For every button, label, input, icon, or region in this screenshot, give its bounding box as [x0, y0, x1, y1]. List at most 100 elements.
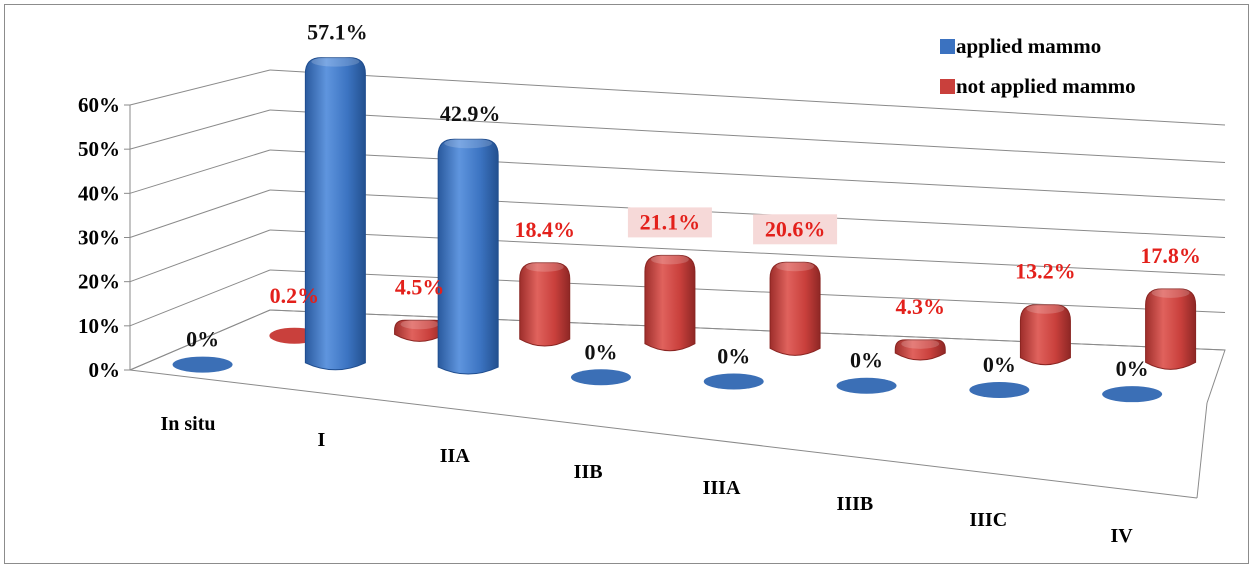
gridlines — [124, 69, 1226, 499]
bar-applied — [437, 138, 499, 375]
bar-applied-disc — [172, 356, 233, 373]
bar-not-applied-highlight — [776, 261, 815, 272]
data-label-applied: 57.1% — [307, 20, 368, 45]
legend: applied mammo not applied mammo — [940, 34, 1136, 98]
legend-item-applied: applied mammo — [940, 34, 1101, 58]
gridline-side — [129, 189, 271, 238]
data-label-applied: 42.9% — [440, 101, 501, 126]
floor-front-edge — [1196, 402, 1208, 499]
y-tick-label: 0% — [89, 358, 121, 382]
gridline-side — [129, 229, 271, 283]
bar-not-applied-body — [1145, 288, 1197, 370]
category-label: IV — [1111, 525, 1134, 547]
data-label-highlight-bg — [627, 207, 712, 238]
data-label-not-applied: 4.5% — [395, 274, 445, 299]
bar-not-applied-body — [894, 339, 946, 361]
bar-applied-highlight — [311, 56, 360, 67]
bar-not-applied — [519, 261, 571, 347]
data-label-not-applied: 21.1% — [640, 209, 701, 234]
y-tick-label: 20% — [78, 270, 120, 294]
category-label: IIA — [440, 445, 471, 467]
chart-frame: 0% 10% 20% 30% 40% 50% 60% 0% 0.2% 57.1% 4.5% 42.9… — [4, 4, 1249, 564]
gridline — [269, 69, 1226, 126]
gridline-side — [129, 309, 271, 371]
bar-applied — [836, 377, 897, 394]
bar-not-applied — [1145, 287, 1197, 370]
bar-not-applied-highlight — [1151, 287, 1190, 298]
bar-not-applied — [1019, 303, 1071, 366]
category-label: IIIB — [837, 493, 874, 515]
category-label: I — [317, 429, 325, 451]
bar-applied-disc — [836, 377, 897, 394]
gridline-side — [129, 69, 271, 106]
data-label-not-applied: 0.2% — [270, 283, 320, 308]
gridline-side — [129, 269, 271, 327]
y-tick-label: 10% — [78, 314, 120, 338]
bar-applied-body — [437, 138, 499, 375]
legend-swatch-applied — [940, 39, 955, 54]
bar-applied-body — [304, 57, 366, 371]
bar-applied-highlight — [444, 138, 493, 149]
floor-front-line — [129, 369, 1198, 499]
bar-not-applied-highlight — [400, 319, 439, 330]
data-label-applied: 0% — [983, 352, 1016, 377]
bar-applied — [703, 373, 764, 390]
bar-chart-3d: 0% 10% 20% 30% 40% 50% 60% 0% 0.2% 57.1% 4.5% 42.9… — [78, 20, 1226, 547]
data-label-applied: 0% — [717, 343, 750, 368]
bar-not-applied-body — [769, 261, 821, 356]
y-axis-ticks: 0% 10% 20% 30% 40% 50% 60% — [78, 93, 120, 382]
bar-not-applied-body — [1019, 304, 1071, 366]
gridline-side — [129, 149, 271, 194]
data-labels: 0% 0.2% 57.1% 4.5% 42.9% 18.4% 0% 21.1% 0% 20.6% 0… — [186, 20, 1201, 382]
bars — [172, 56, 1197, 403]
data-label-applied: 0% — [1116, 356, 1149, 381]
data-label-not-applied: 18.4% — [514, 217, 575, 242]
data-label-not-applied: 13.2% — [1015, 259, 1076, 284]
bar-not-applied-highlight — [650, 254, 689, 265]
y-tick-label: 60% — [78, 93, 120, 117]
y-tick-label: 40% — [78, 181, 120, 205]
data-label-not-applied: 4.3% — [896, 294, 946, 319]
data-label-applied: 0% — [850, 348, 883, 373]
legend-item-not-applied: not applied mammo — [940, 74, 1136, 98]
legend-label-applied: applied mammo — [956, 34, 1101, 58]
data-label-not-applied: 17.8% — [1140, 243, 1201, 268]
bar-applied-disc — [570, 369, 631, 386]
gridline — [269, 229, 1226, 276]
category-label: IIIA — [703, 477, 741, 499]
legend-label-not-applied: not applied mammo — [956, 74, 1136, 98]
gridline — [269, 109, 1226, 163]
bar-applied-disc — [1102, 386, 1163, 403]
bar-not-applied-highlight — [525, 261, 564, 272]
bar-applied — [570, 369, 631, 386]
category-label: IIB — [574, 461, 603, 483]
bar-applied — [1102, 386, 1163, 403]
data-label-applied: 0% — [186, 327, 219, 352]
bar-not-applied-highlight — [1026, 303, 1065, 314]
bar-not-applied — [394, 319, 446, 342]
bar-applied-disc — [703, 373, 764, 390]
category-label: In situ — [160, 413, 215, 435]
gridline — [269, 189, 1226, 238]
y-tick-label: 30% — [78, 226, 120, 250]
category-label: IIIC — [969, 509, 1007, 531]
data-label-highlight-bg — [753, 214, 838, 245]
gridline — [269, 269, 1226, 313]
legend-swatch-not-applied — [940, 79, 955, 94]
data-label-applied: 0% — [584, 339, 617, 364]
bar-applied — [969, 381, 1030, 398]
bar-applied — [304, 56, 366, 371]
data-label-not-applied: 20.6% — [765, 216, 826, 241]
bar-not-applied — [894, 338, 946, 361]
gridline-side — [129, 109, 271, 150]
bar-not-applied — [644, 254, 696, 352]
bar-not-applied-body — [519, 262, 571, 347]
bar-applied-disc — [969, 381, 1030, 398]
bar-not-applied-body — [644, 254, 696, 352]
bar-not-applied — [769, 261, 821, 356]
bar-applied — [172, 356, 233, 373]
bar-not-applied-highlight — [901, 338, 940, 349]
gridline — [269, 149, 1226, 201]
y-tick-label: 50% — [78, 137, 120, 161]
